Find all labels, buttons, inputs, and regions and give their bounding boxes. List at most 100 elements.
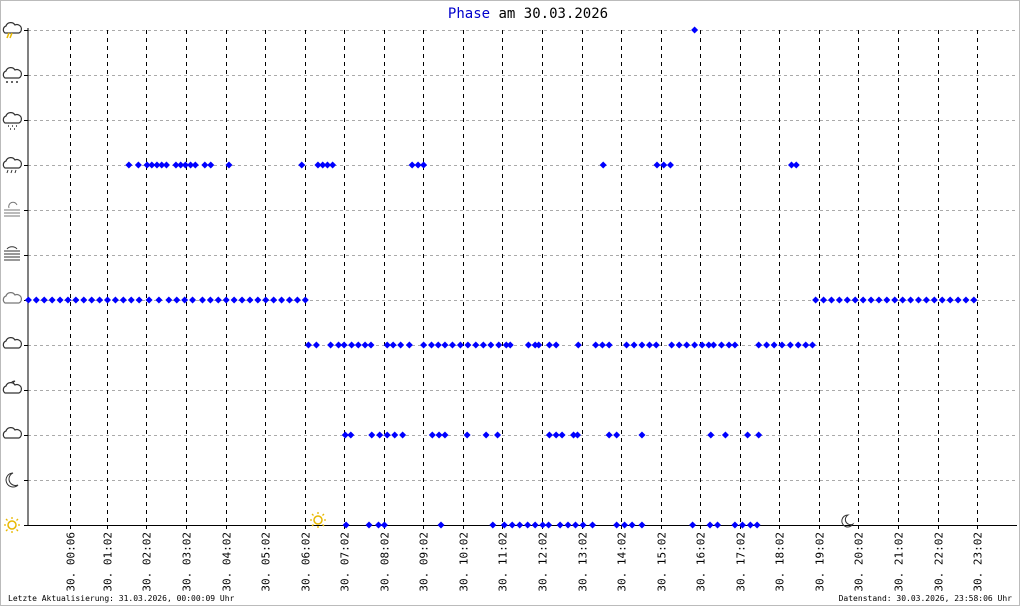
point [794, 341, 802, 349]
point [389, 341, 397, 349]
point [820, 296, 828, 304]
point [56, 296, 64, 304]
point [165, 296, 173, 304]
point [262, 296, 270, 304]
y-icon [2, 337, 23, 349]
point [278, 296, 286, 304]
x-tick-label: 30. 02:02 [141, 532, 154, 592]
point [456, 341, 464, 349]
point [717, 341, 725, 349]
mist [4, 201, 20, 217]
point [721, 431, 729, 439]
point [348, 341, 356, 349]
point [707, 431, 715, 439]
point [254, 296, 262, 304]
point [487, 341, 495, 349]
point [162, 161, 170, 169]
point [189, 296, 197, 304]
point [181, 296, 189, 304]
point [361, 341, 369, 349]
point [851, 296, 859, 304]
point [531, 521, 539, 529]
cloud [2, 292, 23, 304]
point [88, 296, 96, 304]
point [891, 296, 899, 304]
y-icon [5, 472, 19, 488]
point [706, 521, 714, 529]
point [304, 341, 312, 349]
point [946, 296, 954, 304]
point [827, 296, 835, 304]
point [225, 161, 233, 169]
point [463, 431, 471, 439]
x-tick-label: 30. 20:02 [853, 532, 866, 592]
point [500, 521, 508, 529]
point [448, 341, 456, 349]
point [558, 431, 566, 439]
marks [24, 26, 978, 529]
point [613, 521, 621, 529]
chart-title: Phase am 30.03.2026 [448, 6, 608, 22]
point [792, 161, 800, 169]
point [683, 341, 691, 349]
point [354, 341, 362, 349]
point [399, 431, 407, 439]
x-tick-label: 30. 22:02 [933, 532, 946, 592]
point [570, 431, 578, 439]
y-icon [2, 292, 23, 304]
point [930, 296, 938, 304]
point [710, 341, 718, 349]
point [545, 431, 553, 439]
point [802, 341, 810, 349]
cloud [2, 112, 23, 124]
point [539, 521, 547, 529]
y-icon [2, 427, 23, 439]
point [246, 296, 254, 304]
point [32, 296, 40, 304]
point [770, 341, 778, 349]
y-icon [2, 22, 23, 39]
point [340, 341, 348, 349]
snow [6, 81, 18, 83]
x-tick-label: 30. 17:02 [735, 532, 748, 592]
footer-left: Letzte Aktualisierung: 31.03.2026, 00:00… [8, 594, 235, 603]
point [545, 341, 553, 349]
footer-right: Datenstand: 30.03.2026, 23:58:06 Uhr [839, 594, 1013, 603]
point [668, 341, 676, 349]
point [502, 341, 510, 349]
x-tick-label: 30. 06:02 [300, 532, 313, 592]
point [589, 521, 597, 529]
point [835, 296, 843, 304]
point [556, 521, 564, 529]
point [599, 161, 607, 169]
point [270, 296, 278, 304]
moon [5, 472, 19, 488]
point [312, 341, 320, 349]
point [552, 431, 560, 439]
point [380, 521, 388, 529]
y-icon [4, 517, 20, 533]
point [605, 431, 613, 439]
y-icon [2, 380, 23, 394]
point [207, 161, 215, 169]
point [482, 431, 490, 439]
point [479, 341, 487, 349]
point [376, 431, 384, 439]
x-tick-label: 30. 00:06 [65, 532, 78, 592]
point [689, 521, 697, 529]
point [153, 161, 161, 169]
sleet [8, 125, 17, 130]
point [472, 341, 480, 349]
point [628, 521, 636, 529]
point [843, 296, 851, 304]
x-tick-label: 30. 14:02 [616, 532, 629, 592]
point [341, 431, 349, 439]
point [495, 341, 503, 349]
point [698, 341, 706, 349]
point [428, 341, 436, 349]
point [145, 296, 153, 304]
point [201, 161, 209, 169]
point [155, 296, 163, 304]
